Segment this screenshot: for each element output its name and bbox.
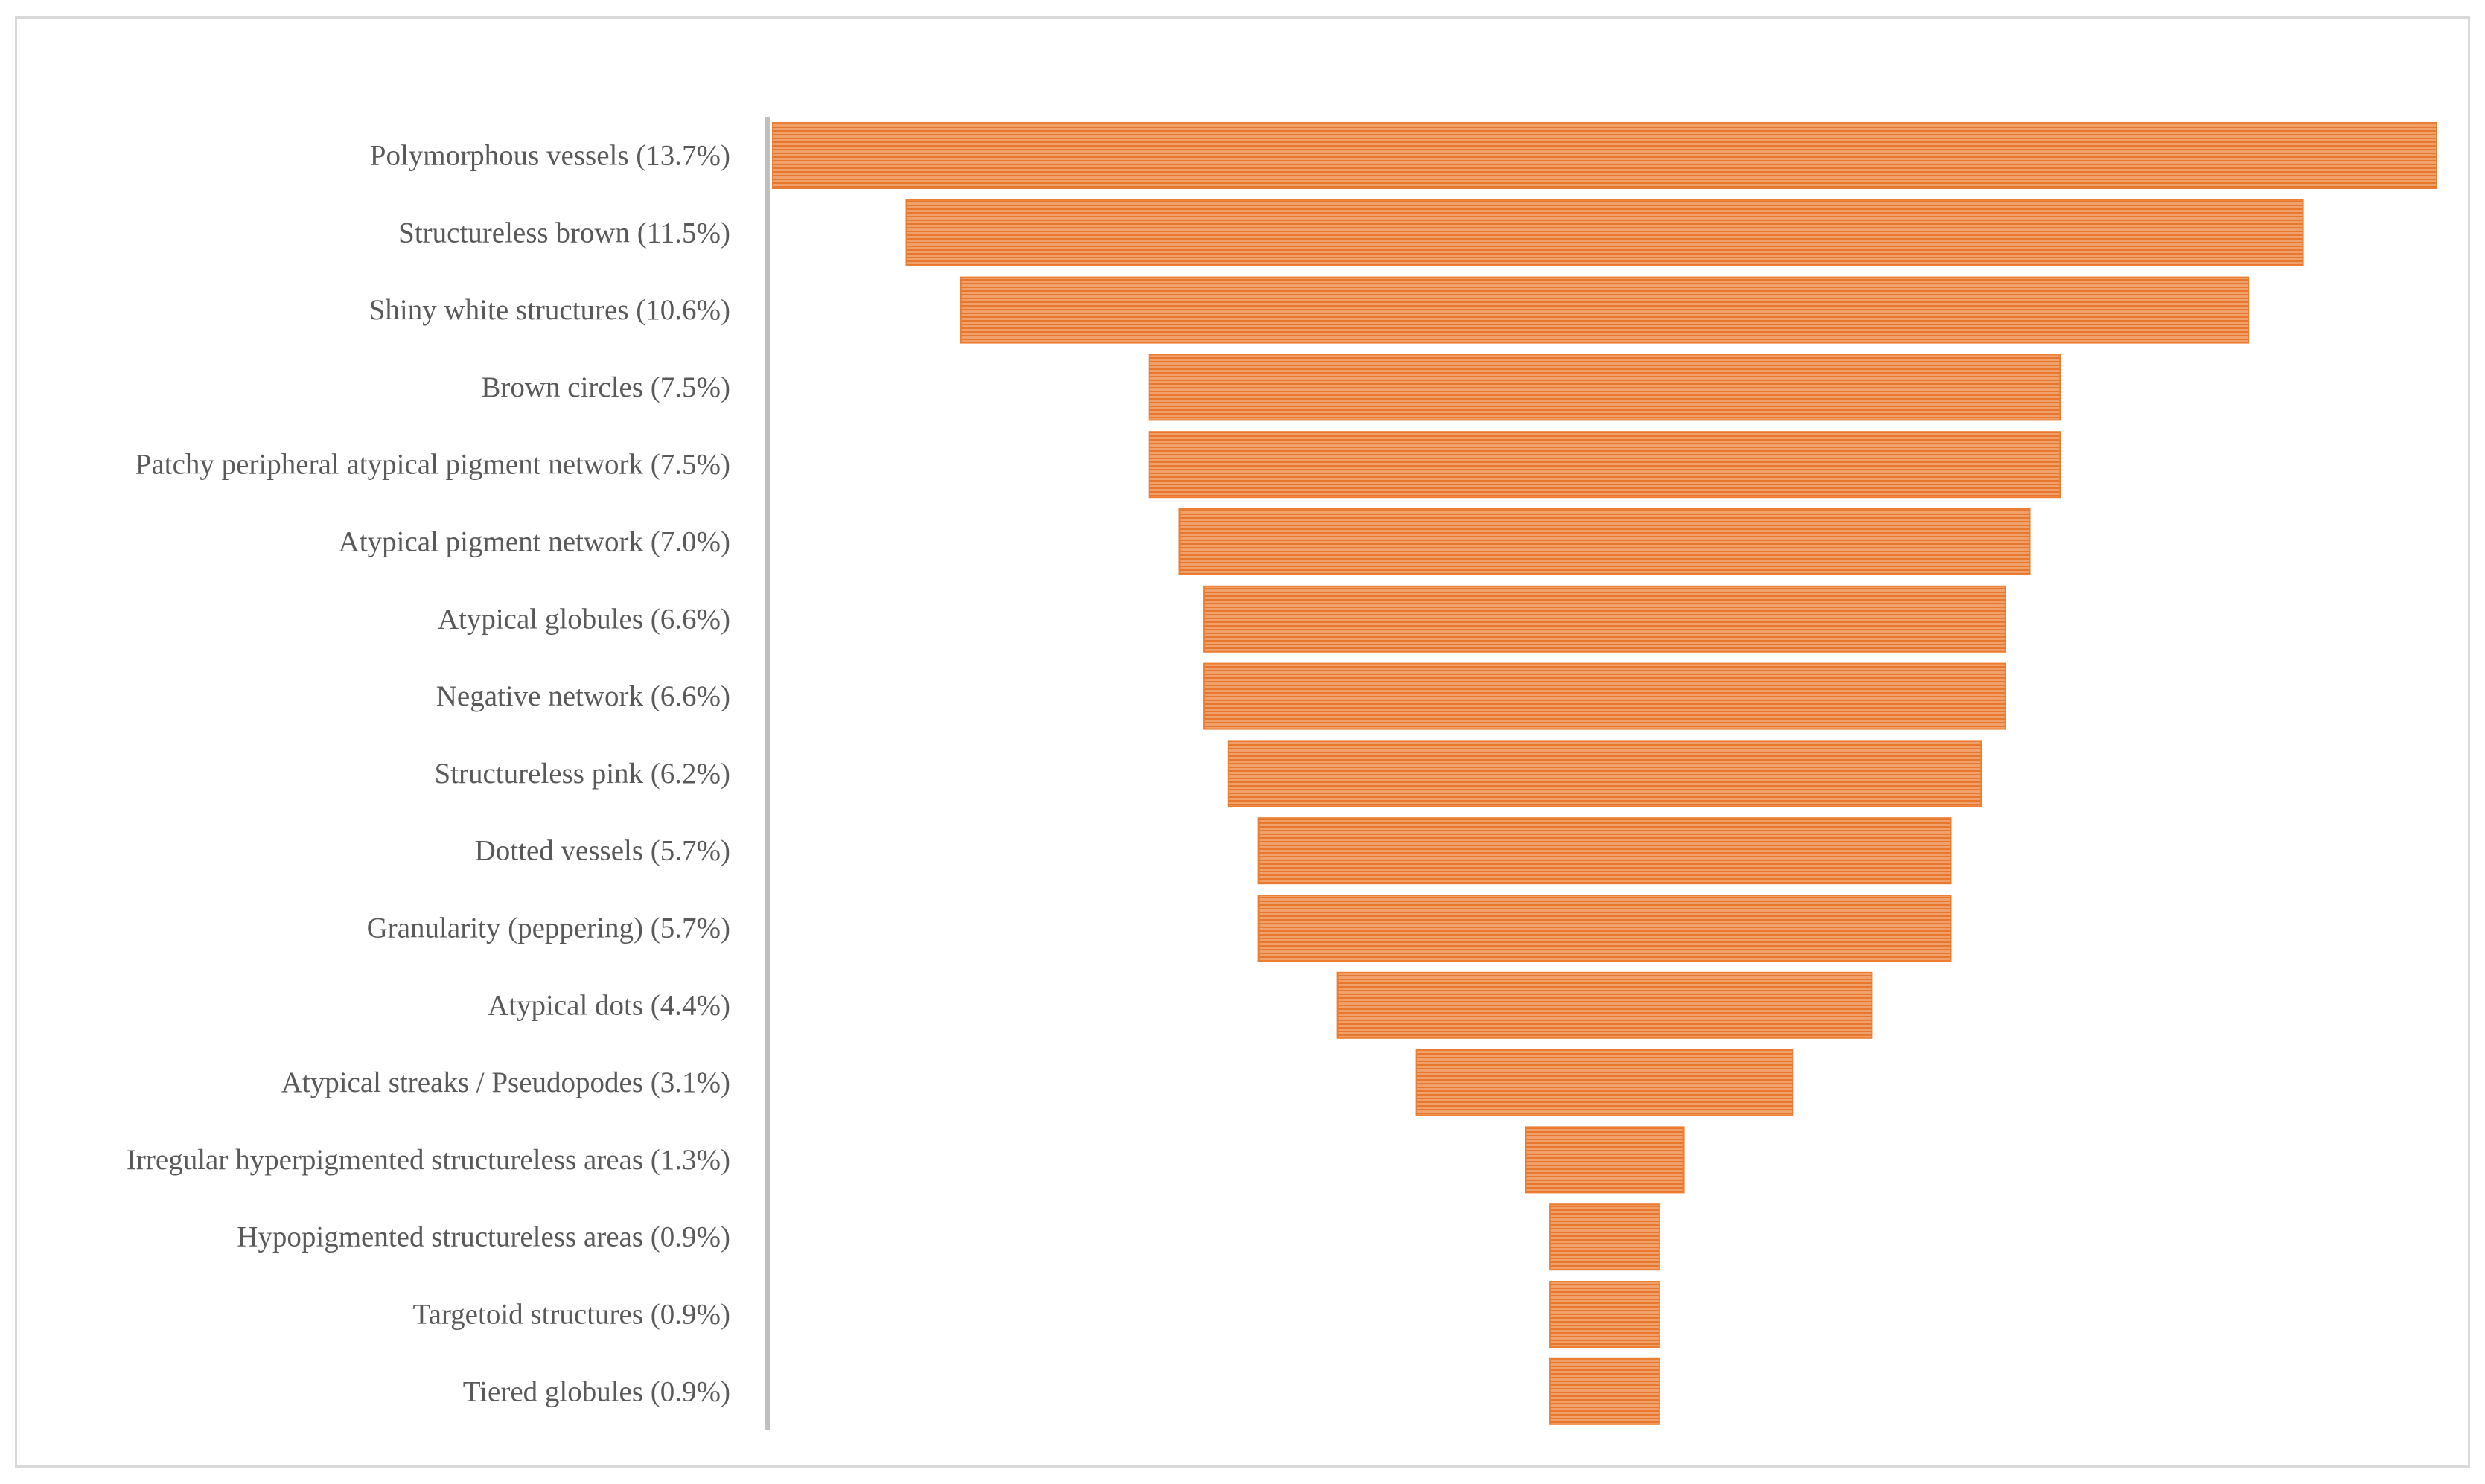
category-label-6: Atypical pigment network (7.0%) — [339, 526, 730, 558]
bar-7 — [1203, 585, 2006, 653]
bar-2 — [905, 199, 2304, 266]
category-label-11: Granularity (peppering) (5.7%) — [367, 912, 730, 944]
category-label-8: Negative network (6.6%) — [436, 680, 730, 712]
chart-frame: Polymorphous vessels (13.7%) Structureles… — [15, 16, 2470, 1468]
category-label-7: Atypical globules (6.6%) — [438, 603, 730, 635]
category-label-1: Polymorphous vessels (13.7%) — [370, 140, 730, 172]
category-label-15: Hypopigmented structureless areas (0.9%) — [237, 1221, 730, 1253]
category-label-17: Tiered globules (0.9%) — [463, 1375, 730, 1407]
bar-17 — [1549, 1357, 1660, 1425]
category-label-2: Structureless brown (11.5%) — [398, 217, 730, 249]
funnel-chart: Polymorphous vessels (13.7%) Structureles… — [127, 117, 2437, 1430]
bar-14 — [1525, 1126, 1685, 1194]
bar-6 — [1178, 508, 2031, 575]
bar-3 — [960, 276, 2250, 344]
bar-1 — [772, 122, 2437, 189]
category-label-13: Atypical streaks / Pseudopodes (3.1%) — [281, 1066, 730, 1098]
bar-16 — [1549, 1281, 1660, 1348]
category-label-9: Structureless pink (6.2%) — [434, 758, 730, 790]
category-label-12: Atypical dots (4.4%) — [488, 989, 730, 1021]
bar-11 — [1257, 895, 1952, 962]
category-labels: Polymorphous vessels (13.7%) Structureles… — [127, 140, 730, 1408]
bar-9 — [1227, 740, 1982, 807]
category-label-16: Targetoid structures (0.9%) — [412, 1299, 730, 1331]
bar-8 — [1203, 662, 2006, 730]
category-label-5: Patchy peripheral atypical pigment netwo… — [135, 449, 730, 481]
bar-13 — [1415, 1049, 1794, 1116]
bar-5 — [1148, 431, 2061, 499]
bar-10 — [1257, 817, 1952, 885]
bar-15 — [1549, 1203, 1660, 1271]
category-label-3: Shiny white structures (10.6%) — [369, 294, 730, 326]
category-label-14: Irregular hyperpigmented structureless a… — [127, 1144, 730, 1176]
bar-12 — [1336, 971, 1873, 1039]
category-label-4: Brown circles (7.5%) — [481, 371, 730, 403]
bar-4 — [1148, 354, 2061, 421]
category-label-10: Dotted vessels (5.7%) — [475, 835, 730, 867]
bars — [772, 122, 2437, 1425]
